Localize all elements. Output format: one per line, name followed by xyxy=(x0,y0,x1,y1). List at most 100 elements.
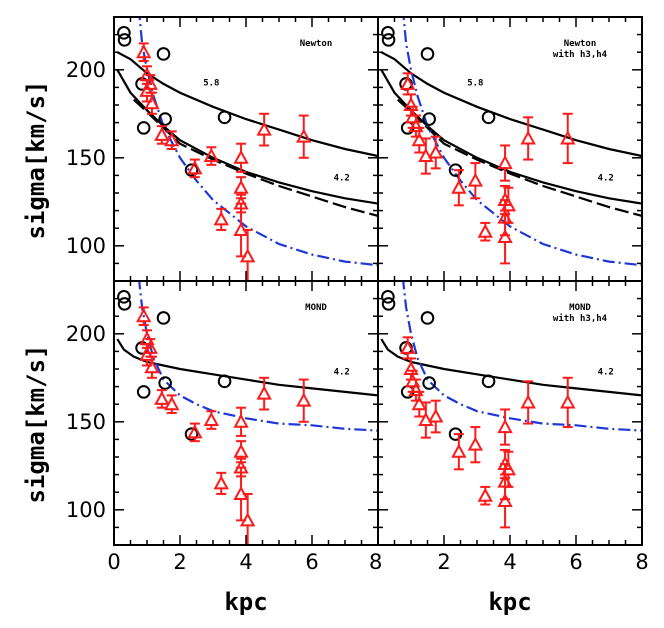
curve-4.2 xyxy=(380,338,642,397)
curve-5.8 xyxy=(116,51,378,158)
data-circle xyxy=(420,47,435,61)
plot-area xyxy=(380,281,642,529)
data-triangle xyxy=(400,72,416,96)
data-triangle xyxy=(451,433,467,471)
plot-area xyxy=(116,17,378,281)
data-circle xyxy=(381,297,396,311)
y-tick-label: 200 xyxy=(66,322,106,346)
data-triangle xyxy=(497,209,513,265)
curve-blue-dashdot xyxy=(138,281,378,432)
y-tick-label: 150 xyxy=(66,146,106,170)
x-tick-label: 6 xyxy=(305,550,318,574)
data-triangle xyxy=(213,471,229,495)
curve-4.2 xyxy=(116,69,378,205)
x-axis-title-left: kpc xyxy=(224,588,267,616)
curve-blue-dashdot xyxy=(138,17,378,267)
data-circle xyxy=(158,376,172,390)
data-triangle xyxy=(233,406,249,437)
data-circle xyxy=(381,26,395,40)
x-tick-label: 4 xyxy=(239,550,252,574)
data-triangle xyxy=(520,116,536,161)
data-circle xyxy=(136,385,151,399)
data-triangle xyxy=(411,126,427,154)
panel-bottom-left: 100 150 200 0 2 4 6 MOND 4.2 xyxy=(66,280,379,574)
curve-blue-dashdot xyxy=(402,17,642,267)
data-triangle xyxy=(408,114,424,138)
data-circle xyxy=(217,110,232,125)
data-triangle xyxy=(428,399,444,434)
data-triangle xyxy=(164,130,180,150)
y-tick-label: 200 xyxy=(66,58,106,82)
x-tick-label: 6 xyxy=(569,550,582,574)
data-triangle xyxy=(400,336,416,360)
data-circle xyxy=(422,112,436,126)
data-triangle xyxy=(428,135,444,170)
panel-note: Newton xyxy=(564,39,597,49)
panel-note: Newton xyxy=(300,39,333,49)
data-triangle xyxy=(136,42,152,62)
data-triangle xyxy=(296,378,312,423)
ticks xyxy=(113,16,379,282)
data-circle xyxy=(217,374,232,389)
data-triangle xyxy=(520,380,536,425)
data-circle xyxy=(117,290,131,304)
x-tick-label: 2 xyxy=(173,550,186,574)
panel-frame xyxy=(113,280,379,546)
axis-labels: sigma[km/s] sigma[km/s] kpc kpc xyxy=(22,81,532,616)
data-triangle xyxy=(467,162,484,200)
panel-note: with h3,h4 xyxy=(553,49,608,60)
curve-label-4.2: 4.2 xyxy=(598,367,614,377)
data-triangle xyxy=(411,390,427,418)
curve-4.2 xyxy=(380,69,642,205)
data-circle xyxy=(117,33,132,47)
x-tick-label: 8 xyxy=(369,550,382,574)
data-circle xyxy=(117,26,131,40)
data-triangle xyxy=(154,125,170,145)
data-circle xyxy=(422,376,436,390)
curve-blue-dashdot xyxy=(402,281,642,432)
data-triangle xyxy=(560,112,576,165)
curve-label-5.8: 5.8 xyxy=(203,79,219,89)
x-tick-label: 2 xyxy=(437,550,450,574)
data-triangle xyxy=(164,394,180,414)
data-triangle xyxy=(477,485,493,506)
x-tick-label: 0 xyxy=(107,550,120,574)
ticks xyxy=(377,280,643,546)
data-triangle xyxy=(560,376,576,429)
curve-5.8 xyxy=(380,51,642,158)
data-circle xyxy=(136,121,151,135)
data-circle xyxy=(184,163,199,177)
data-triangle xyxy=(187,158,203,179)
data-triangle xyxy=(144,91,160,115)
data-circle xyxy=(156,47,171,61)
data-triangle xyxy=(144,355,160,379)
y-axis-title-top: sigma[km/s] xyxy=(22,81,50,240)
data-triangle xyxy=(213,207,229,231)
data-triangle xyxy=(239,492,256,545)
panel-note: with h3,h4 xyxy=(553,313,608,324)
data-triangle xyxy=(477,221,493,242)
data-triangle xyxy=(256,112,272,147)
y-tick-label: 100 xyxy=(66,234,106,258)
panel-frame xyxy=(113,16,379,282)
ticks xyxy=(113,280,379,546)
data-triangle xyxy=(239,228,256,281)
panel-top-left: 100 150 200 Newton 5.8 4.2 xyxy=(66,16,379,282)
data-circle xyxy=(184,427,199,441)
curve-4.2-dashed xyxy=(397,98,642,217)
data-triangle xyxy=(418,401,434,439)
data-triangle xyxy=(497,144,513,182)
x-axis-title-right: kpc xyxy=(488,588,531,616)
curve-4.2 xyxy=(116,338,378,397)
plot-area xyxy=(116,281,378,545)
data-triangle xyxy=(154,389,170,409)
x-tick-label: 4 xyxy=(503,550,516,574)
data-triangle xyxy=(408,378,424,402)
plot-area xyxy=(380,17,642,267)
curve-4.2-dashed xyxy=(133,98,378,217)
data-circle xyxy=(158,112,172,126)
